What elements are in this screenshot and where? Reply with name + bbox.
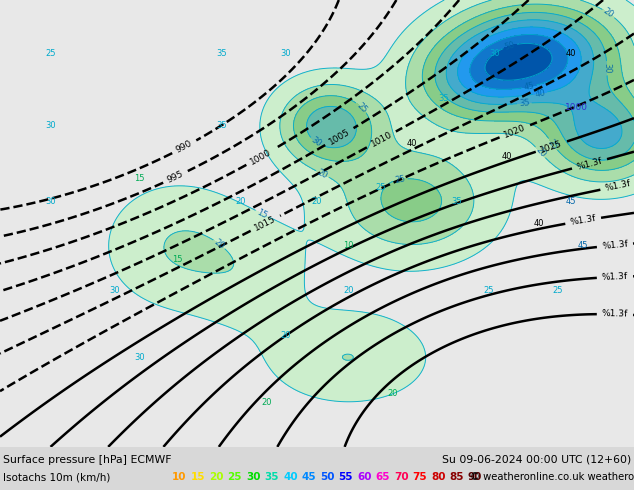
Text: 30: 30 bbox=[46, 196, 56, 206]
Text: 35: 35 bbox=[217, 121, 227, 130]
Text: 20: 20 bbox=[388, 389, 398, 398]
Text: 35: 35 bbox=[451, 196, 462, 206]
Text: 35: 35 bbox=[264, 472, 279, 482]
Text: Isotachs 10m (km/h): Isotachs 10m (km/h) bbox=[3, 472, 110, 482]
Text: 25: 25 bbox=[394, 174, 406, 185]
Text: 30: 30 bbox=[309, 136, 323, 149]
Text: 20: 20 bbox=[212, 237, 226, 251]
Text: 20: 20 bbox=[316, 168, 329, 180]
Text: 75: 75 bbox=[413, 472, 427, 482]
Text: Su 09-06-2024 00:00 UTC (12+60): Su 09-06-2024 00:00 UTC (12+60) bbox=[442, 455, 631, 465]
Text: %1.3f: %1.3f bbox=[569, 214, 597, 227]
Text: 1015: 1015 bbox=[253, 214, 278, 233]
Text: 1000: 1000 bbox=[249, 147, 273, 167]
Text: Surface pressure [hPa] ECMWF: Surface pressure [hPa] ECMWF bbox=[3, 455, 172, 465]
Text: © weatheronline.co.uk weatheronline.co.uk: © weatheronline.co.uk weatheronline.co.u… bbox=[470, 472, 634, 482]
Text: %1.3f: %1.3f bbox=[602, 240, 628, 251]
Text: 45: 45 bbox=[566, 196, 576, 206]
Text: 1000: 1000 bbox=[566, 103, 588, 112]
Text: 55: 55 bbox=[339, 472, 353, 482]
Text: 15: 15 bbox=[172, 255, 183, 264]
Text: 80: 80 bbox=[431, 472, 446, 482]
Text: 15: 15 bbox=[190, 472, 205, 482]
Text: 25: 25 bbox=[547, 137, 560, 151]
Text: 35: 35 bbox=[217, 49, 227, 58]
Text: 45: 45 bbox=[523, 81, 535, 92]
Text: 40: 40 bbox=[534, 219, 544, 228]
Text: 90: 90 bbox=[468, 472, 482, 482]
Text: 25: 25 bbox=[553, 286, 563, 295]
Text: 25: 25 bbox=[483, 286, 493, 295]
Text: 1010: 1010 bbox=[369, 130, 394, 149]
Text: 30: 30 bbox=[109, 286, 119, 295]
Text: %1.3f: %1.3f bbox=[604, 179, 632, 193]
Text: 30: 30 bbox=[246, 472, 261, 482]
Text: 10: 10 bbox=[172, 472, 186, 482]
Text: 40: 40 bbox=[407, 139, 417, 147]
Text: 20: 20 bbox=[261, 398, 271, 407]
Text: 45: 45 bbox=[302, 472, 316, 482]
Text: 65: 65 bbox=[375, 472, 390, 482]
Text: 15: 15 bbox=[256, 207, 269, 220]
Text: %1.3f: %1.3f bbox=[602, 272, 628, 282]
Text: 50: 50 bbox=[320, 472, 335, 482]
Text: 1020: 1020 bbox=[503, 123, 527, 140]
Text: 40: 40 bbox=[534, 88, 546, 98]
Text: 20: 20 bbox=[602, 7, 616, 20]
Text: 30: 30 bbox=[602, 63, 611, 74]
Text: 60: 60 bbox=[357, 472, 372, 482]
Text: 20: 20 bbox=[280, 331, 290, 340]
Text: 1005: 1005 bbox=[327, 127, 352, 147]
Text: 25: 25 bbox=[228, 472, 242, 482]
Text: 35: 35 bbox=[519, 98, 530, 108]
Text: 40: 40 bbox=[502, 152, 512, 161]
Text: 20: 20 bbox=[534, 146, 547, 159]
Text: 30: 30 bbox=[46, 121, 56, 130]
Text: 25: 25 bbox=[46, 49, 56, 58]
Text: 20: 20 bbox=[344, 286, 354, 295]
Text: 10: 10 bbox=[344, 241, 354, 250]
Text: 15: 15 bbox=[134, 174, 145, 183]
Text: 1025: 1025 bbox=[539, 139, 564, 154]
Text: 30: 30 bbox=[134, 353, 145, 362]
Text: 995: 995 bbox=[166, 169, 185, 185]
Text: 50: 50 bbox=[504, 40, 517, 52]
Text: 70: 70 bbox=[394, 472, 409, 482]
Text: 30: 30 bbox=[280, 49, 290, 58]
Text: 30: 30 bbox=[489, 49, 500, 58]
Text: 25: 25 bbox=[375, 183, 385, 192]
Text: 35: 35 bbox=[439, 94, 449, 103]
Text: 85: 85 bbox=[450, 472, 464, 482]
Text: 40: 40 bbox=[283, 472, 297, 482]
Text: 45: 45 bbox=[578, 241, 588, 250]
Text: 20: 20 bbox=[209, 472, 224, 482]
Text: %1.3f: %1.3f bbox=[576, 156, 604, 172]
Text: 40: 40 bbox=[566, 49, 576, 58]
Text: 20: 20 bbox=[312, 196, 322, 206]
Text: 20: 20 bbox=[236, 196, 246, 206]
Text: %1.3f: %1.3f bbox=[602, 310, 628, 319]
Text: 25: 25 bbox=[355, 100, 368, 114]
Text: 990: 990 bbox=[174, 139, 194, 155]
